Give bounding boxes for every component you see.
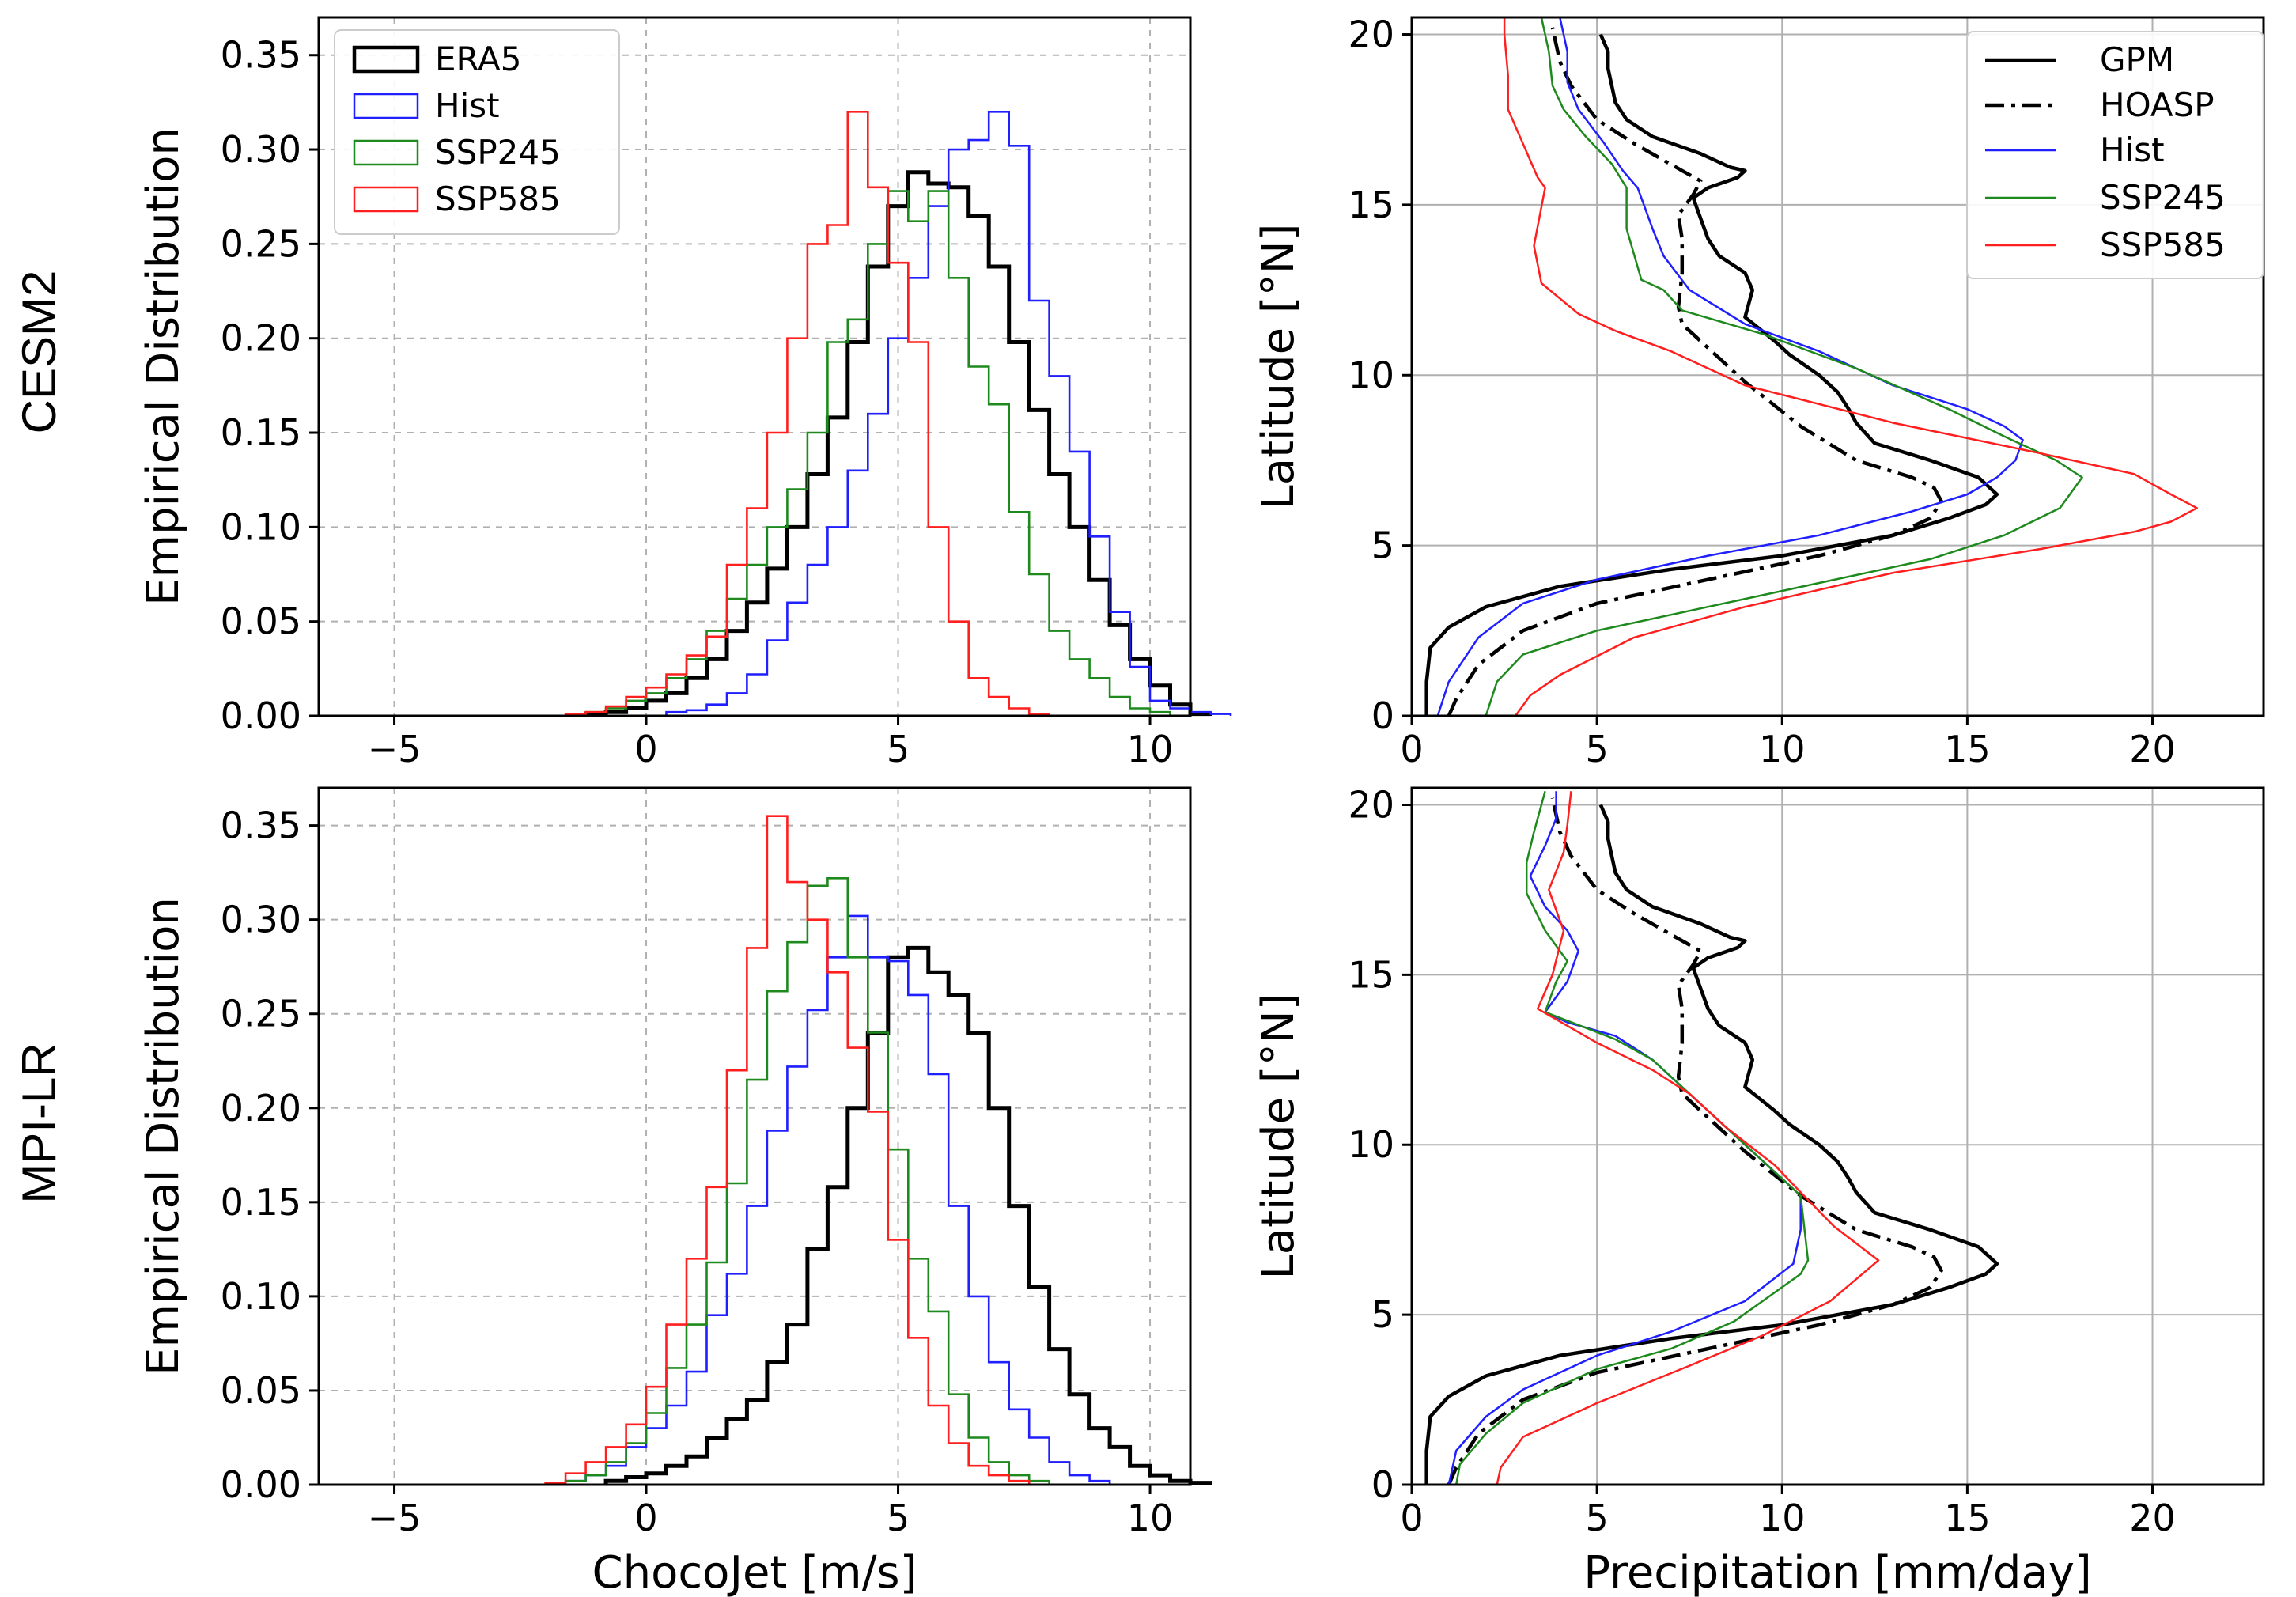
hist-legend-box [334, 29, 620, 235]
y-axis-label: Empirical Distribution [138, 897, 189, 1376]
mpi-profile-panel: 0 5 10 15 20 0 5 10 15 20 Latitude [°N] Precipitati… [1253, 783, 2265, 1597]
x-tick-label: 0 [1400, 728, 1423, 770]
row-label-cesm2: CESM2 [13, 271, 66, 434]
y-tick-label: 15 [1348, 953, 1394, 996]
x-tick-label: 15 [1944, 728, 1991, 770]
profile-line-ssp245 [1485, 17, 2083, 717]
profile-line-hoasp [1447, 27, 1943, 717]
x-tick-label: 0 [634, 1497, 657, 1539]
profile-line-ssp585 [1496, 791, 1880, 1485]
y-tick-label: 0.35 [221, 804, 301, 847]
y-tick-label: 0.05 [221, 1369, 301, 1412]
profile-line-ssp585 [1503, 17, 2198, 717]
profile-line-hist [1436, 17, 2024, 717]
y-axis-label: Empirical Distribution [138, 127, 189, 606]
plots-layer: −5 0 5 10 0.00 0.05 0.10 0.15 0.20 0.25 0.30 0.35 Em… [138, 13, 2265, 1597]
y-tick-label: 0.25 [221, 993, 301, 1035]
x-axis-label: Precipitation [mm/day] [1583, 1547, 2092, 1597]
y-tick-label: 0.20 [221, 317, 301, 360]
y-tick-label: 15 [1348, 184, 1394, 226]
y-tick-label: 0.10 [221, 1275, 301, 1318]
y-tick-label: 0.30 [221, 899, 301, 941]
mpi-hist-axes-frame [317, 786, 1192, 1486]
legend-label-hist: Hist [435, 86, 500, 125]
x-tick-label: −5 [368, 728, 422, 770]
x-tick-label: −5 [368, 1497, 422, 1539]
y-tick-label: 0.30 [221, 128, 301, 171]
y-tick-label: 0.20 [221, 1087, 301, 1130]
x-tick-label: 0 [1400, 1497, 1423, 1539]
x-tick-label: 5 [1585, 1497, 1608, 1539]
y-tick-label: 0 [1371, 1463, 1394, 1506]
legend-swatch-ssp245 [353, 139, 419, 166]
y-tick-label: 5 [1371, 524, 1394, 567]
profile-legend-box [1966, 31, 2264, 279]
legend-swatch-ssp585 [353, 186, 419, 213]
y-axis-label: Latitude [°N] [1253, 224, 1304, 510]
y-tick-label: 0.00 [221, 694, 301, 737]
y-tick-label: 20 [1348, 13, 1394, 56]
x-tick-label: 5 [1585, 728, 1608, 770]
y-tick-label: 20 [1348, 783, 1394, 826]
profile-legend: GPM HOASP Hist SSP245 SSP585 [1966, 31, 2264, 279]
x-tick-label: 10 [1759, 1497, 1806, 1539]
cesm2-hist-panel: −5 0 5 10 0.00 0.05 0.10 0.15 0.20 0.25 0.30 0.35 Em… [138, 16, 1232, 770]
y-tick-label: 0.15 [221, 1181, 301, 1224]
cesm2-hist-axes-frame [317, 16, 1192, 717]
x-tick-label: 20 [2129, 1497, 2176, 1539]
legend-swatch-era5 [352, 45, 420, 74]
hist-series-ssp245 [584, 190, 1171, 716]
cesm2-profile-axes-frame [1410, 16, 2265, 717]
legend-label-ssp245: SSP245 [435, 133, 561, 172]
legend-label-profile-ssp585: SSP585 [2100, 225, 2226, 264]
x-tick-label: 10 [1127, 728, 1174, 770]
x-tick-label: 10 [1759, 728, 1806, 770]
hist-legend: ERA5 Hist SSP245 SSP585 [334, 29, 620, 235]
profile-line-hoasp [1447, 797, 1943, 1485]
hist-series-ssp585 [544, 815, 1031, 1485]
row-label-mpi-lr: MPI-LR [13, 1043, 66, 1203]
hist-series-ssp245 [564, 877, 1050, 1485]
legend-label-gpm: GPM [2100, 40, 2174, 79]
y-tick-label: 0.25 [221, 222, 301, 265]
y-tick-label: 0.35 [221, 34, 301, 77]
legend-label-hoasp: HOASP [2100, 85, 2215, 124]
profile-line-hist [1447, 791, 1802, 1485]
legend-label-era5: ERA5 [435, 40, 521, 78]
hist-series-ssp585 [564, 111, 1050, 716]
mpi-profile-axes-frame [1410, 786, 2265, 1486]
legend-label-profile-ssp245: SSP245 [2100, 178, 2226, 217]
x-tick-label: 15 [1944, 1497, 1991, 1539]
y-tick-label: 0 [1371, 694, 1394, 737]
profile-line-gpm [1424, 804, 1999, 1485]
legend-label-ssp585: SSP585 [435, 180, 561, 218]
y-axis-label: Latitude [°N] [1253, 993, 1304, 1280]
x-tick-label: 20 [2129, 728, 2176, 770]
y-tick-label: 0.10 [221, 505, 301, 548]
x-tick-label: 5 [887, 728, 910, 770]
x-tick-label: 0 [634, 728, 657, 770]
y-tick-label: 5 [1371, 1293, 1394, 1336]
mpi-hist-panel: −5 0 5 10 0.00 0.05 0.10 0.15 0.20 0.25 0.30 0.35 Em… [138, 786, 1212, 1597]
x-tick-label: 10 [1127, 1497, 1174, 1539]
legend-label-profile-hist: Hist [2100, 131, 2165, 169]
x-tick-label: 5 [887, 1497, 910, 1539]
hist-series-era5 [584, 170, 1212, 717]
hist-series-era5 [603, 945, 1212, 1485]
y-tick-label: 0.00 [221, 1463, 301, 1506]
profile-line-gpm [1424, 33, 1999, 716]
y-tick-label: 10 [1348, 354, 1394, 396]
legend-swatch-hist [353, 93, 419, 119]
y-tick-label: 0.05 [221, 600, 301, 643]
y-tick-label: 0.15 [221, 411, 301, 454]
hist-series-hist [665, 111, 1232, 716]
cesm2-profile-panel: 0 5 10 15 20 0 5 10 15 20 Latitude [°N] [1253, 13, 2265, 770]
hist-series-hist [564, 914, 1111, 1485]
y-tick-label: 10 [1348, 1123, 1394, 1166]
x-axis-label: ChocoJet [m/s] [592, 1547, 917, 1597]
